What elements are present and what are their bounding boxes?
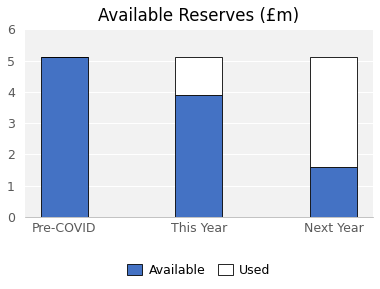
Title: Available Reserves (£m): Available Reserves (£m): [98, 7, 299, 25]
Bar: [175, 58, 222, 95]
Bar: [175, 95, 222, 217]
Bar: [310, 167, 357, 217]
Bar: [310, 58, 357, 167]
Bar: [41, 58, 88, 217]
Legend: Available, Used: Available, Used: [122, 259, 276, 282]
